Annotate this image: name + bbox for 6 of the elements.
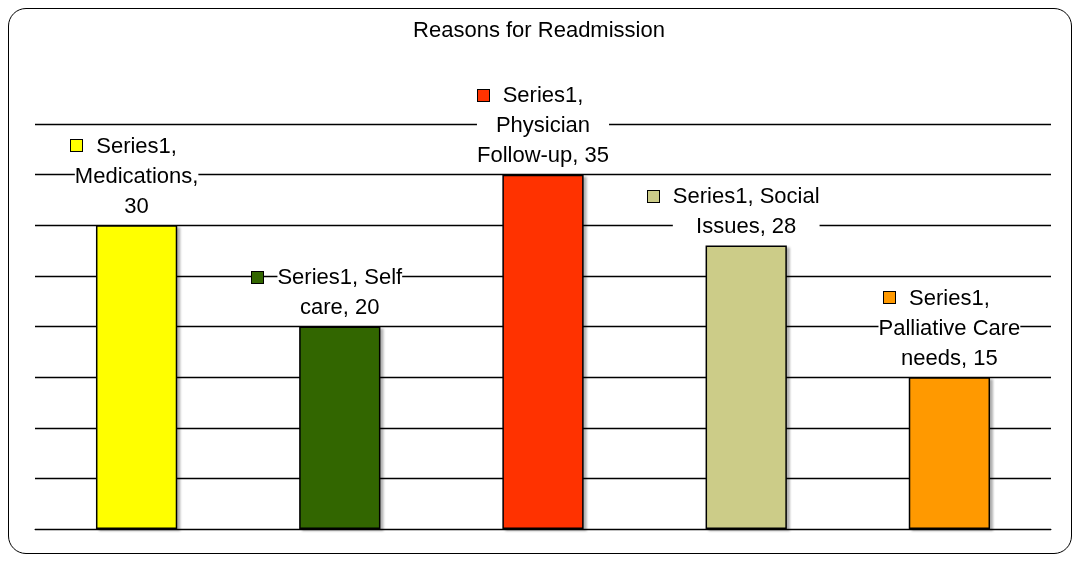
data-label: Series1, Self care, 20 [277, 264, 404, 319]
chart-title: Reasons for Readmission [413, 16, 665, 42]
data-label: Series1, Social Issues, 28 [672, 183, 820, 238]
data-label: Series1, Medications, 30 [74, 132, 199, 218]
data-label: Series1, Physician Follow-up, 35 [476, 82, 610, 168]
data-label: Series1, Palliative Care needs, 15 [878, 284, 1021, 370]
